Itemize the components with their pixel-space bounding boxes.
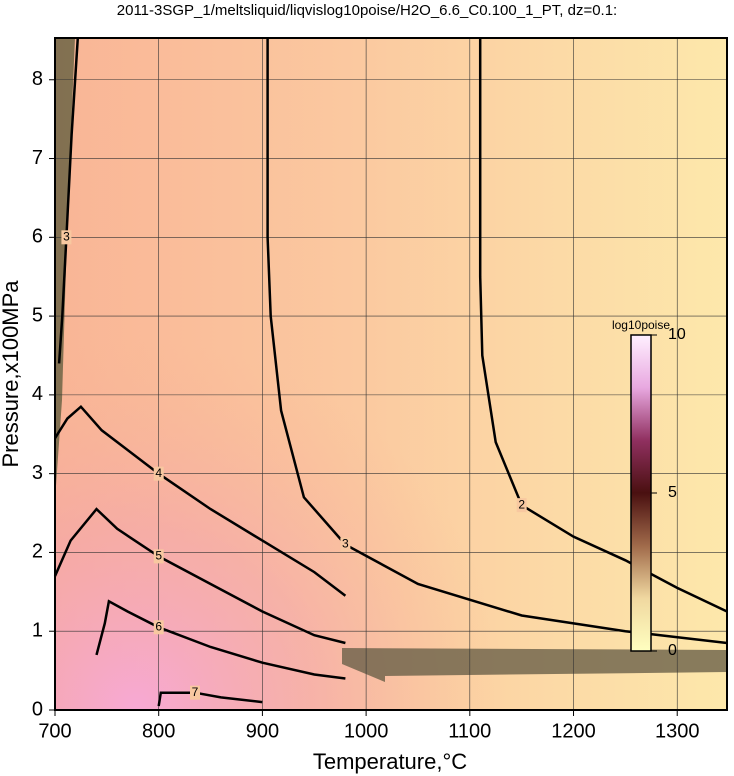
y-tick-label: 0: [32, 698, 43, 720]
x-tick-label: 900: [246, 720, 279, 742]
x-tick-label: 1300: [655, 720, 700, 742]
colorbar-tick-label: 0: [668, 642, 677, 659]
contour-label-bg: [153, 466, 164, 481]
contour-label-bg: [61, 230, 72, 245]
colorbar-label: log10poise: [612, 318, 670, 332]
chart-title: 2011-3SGP_1/meltsliquid/liqvislog10poise…: [117, 2, 617, 19]
contour-label: 7: [192, 685, 199, 699]
colorbar-tick-label: 10: [668, 326, 686, 343]
x-tick-label: 1000: [344, 720, 389, 742]
contour-label: 2: [518, 497, 525, 511]
y-tick-label: 1: [32, 620, 43, 642]
contour-label: 6: [155, 619, 162, 633]
y-tick-label: 6: [32, 226, 43, 248]
x-tick-label: 700: [38, 720, 71, 742]
plot-frame: [54, 37, 728, 711]
y-tick-label: 5: [32, 304, 43, 326]
plot-shading: [55, 38, 727, 710]
x-tick-label: 800: [142, 720, 175, 742]
contour-label-bg: [516, 498, 527, 513]
x-tick-label: 1100: [448, 720, 491, 742]
contour-label-bg: [190, 685, 200, 700]
y-axis-label: Pressure,x100MPa: [0, 280, 23, 468]
contour-label: 4: [155, 466, 162, 480]
y-tick-label: 4: [32, 383, 43, 405]
contour-label: 3: [63, 229, 70, 243]
colorbar-tick-label: 5: [668, 484, 677, 501]
y-tick-label: 2: [32, 541, 43, 563]
x-axis-label: Temperature,°C: [313, 749, 467, 774]
contour-label: 3: [342, 537, 349, 551]
y-tick-label: 7: [32, 147, 43, 169]
contour-line: [266, 38, 728, 645]
y-tick-label: 8: [32, 68, 43, 90]
contours: 2 3 3 4 5 6 7: [53, 37, 728, 707]
x-tick-label: 1200: [551, 720, 596, 742]
y-tick-label: 3: [32, 462, 43, 484]
contour-label-bg: [153, 549, 164, 564]
dark-band: [342, 648, 727, 682]
colorbar: log10poise 0 5 10: [612, 318, 686, 659]
contour-label-bg: [153, 620, 164, 635]
contour-label: 5: [155, 549, 162, 563]
colorbar-scale: [630, 334, 652, 652]
contour-label-bg: [340, 537, 351, 552]
